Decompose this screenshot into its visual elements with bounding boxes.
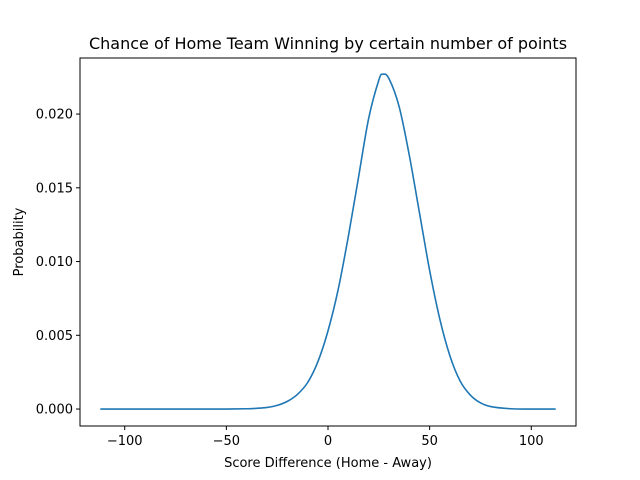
y-axis-label: Probability [12,207,27,276]
x-tick-label: 100 [519,434,544,449]
series-layer [100,73,556,410]
x-tick-label: −100 [107,434,143,449]
plot-frame [79,57,577,427]
x-tick-label: 0 [324,434,332,449]
y-tick-label: 0.005 [36,329,73,344]
y-axis: 0.000 0.005 0.010 0.015 0.020 [36,108,80,418]
y-tick-label: 0.010 [36,255,73,270]
chart-title: Chance of Home Team Winning by certain n… [89,34,567,53]
x-axis: −100 −50 0 50 100 [107,426,544,449]
y-tick-label: 0.000 [36,403,73,418]
x-tick-label: 50 [421,434,438,449]
series-line [100,73,556,410]
x-axis-label: Score Difference (Home - Away) [224,456,432,471]
x-tick-label: −50 [213,434,240,449]
y-tick-label: 0.015 [36,181,73,196]
y-tick-label: 0.020 [36,108,73,123]
